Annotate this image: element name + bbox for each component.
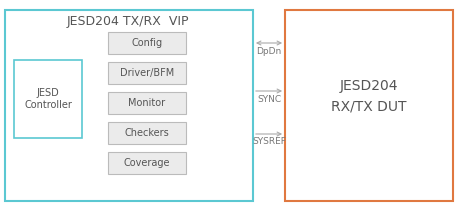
Bar — [14, 60, 82, 138]
Bar — [108, 122, 185, 144]
Bar — [108, 32, 185, 54]
Bar — [108, 62, 185, 84]
Bar — [285, 10, 452, 201]
Bar — [108, 92, 185, 114]
Text: Monitor: Monitor — [128, 98, 165, 108]
Text: Driver/BFM: Driver/BFM — [120, 68, 174, 78]
Text: JESD
Controller: JESD Controller — [24, 88, 72, 110]
Text: SYNC: SYNC — [257, 95, 280, 103]
Text: JESD204: JESD204 — [339, 79, 397, 93]
Bar — [5, 10, 252, 201]
Text: Coverage: Coverage — [123, 158, 170, 168]
Text: SYSREF: SYSREF — [252, 137, 285, 146]
Text: Checkers: Checkers — [124, 128, 169, 138]
Bar — [108, 152, 185, 174]
Text: RX/TX DUT: RX/TX DUT — [330, 99, 406, 113]
Text: DpDn: DpDn — [256, 47, 281, 55]
Text: JESD204 TX/RX  VIP: JESD204 TX/RX VIP — [67, 14, 189, 27]
Text: Config: Config — [131, 38, 162, 48]
